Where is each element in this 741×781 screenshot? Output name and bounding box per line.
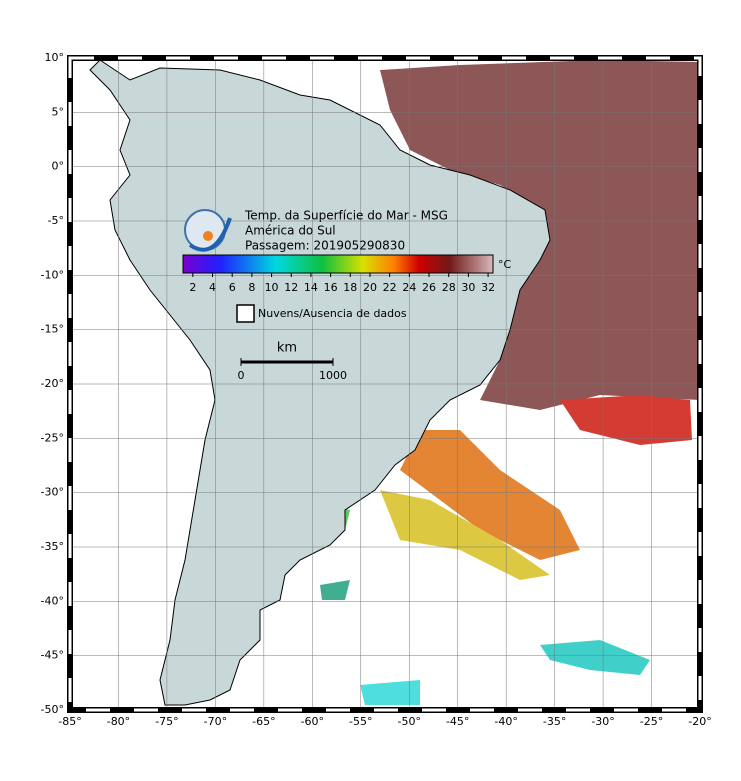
- y-tick-label: -10°: [41, 268, 64, 281]
- title-line: Passagem: 201905290830: [245, 239, 405, 253]
- colorbar: [182, 254, 494, 274]
- x-tick-label: -25°: [640, 715, 663, 728]
- y-tick-label: -25°: [41, 431, 64, 444]
- sst-patches: [320, 60, 700, 705]
- y-tick-label: -50°: [41, 703, 64, 716]
- colorbar-tick-label: 24: [402, 281, 416, 294]
- title-line: Temp. da Superfície do Mar - MSG: [244, 209, 448, 223]
- y-tick-label: -45°: [41, 649, 64, 662]
- y-tick-label: -15°: [41, 323, 64, 336]
- y-tick-label: -20°: [41, 377, 64, 390]
- y-tick-label: 10°: [45, 51, 65, 64]
- colorbar-tick-label: 2: [189, 281, 196, 294]
- x-tick-label: -20°: [688, 715, 711, 728]
- colorbar-tick-label: 32: [481, 281, 495, 294]
- x-tick-label: -65°: [252, 715, 275, 728]
- logo: [184, 209, 232, 252]
- colorbar-tick-label: 30: [461, 281, 475, 294]
- y-tick-label: -35°: [41, 540, 64, 553]
- x-tick-label: -40°: [494, 715, 517, 728]
- colorbar-tick-label: 16: [324, 281, 338, 294]
- legend-swatch: [236, 304, 255, 323]
- x-tick-label: -55°: [349, 715, 372, 728]
- x-tick-label: -80°: [107, 715, 130, 728]
- scale-tick-label: 1000: [319, 369, 347, 382]
- colorbar-tick-label: 20: [363, 281, 377, 294]
- x-tick-label: -45°: [446, 715, 469, 728]
- colorbar-tick-label: 10: [265, 281, 279, 294]
- colorbar-tick-label: 22: [383, 281, 397, 294]
- title-line: América do Sul: [245, 224, 336, 238]
- colorbar-tick-label: 4: [209, 281, 216, 294]
- y-tick-label: -5°: [48, 214, 64, 227]
- x-tick-label: -60°: [301, 715, 324, 728]
- x-tick-label: -75°: [155, 715, 178, 728]
- y-tick-label: -40°: [41, 594, 64, 607]
- y-tick-label: -30°: [41, 486, 64, 499]
- colorbar-tick-label: 6: [229, 281, 236, 294]
- colorbar-tick-label: 8: [248, 281, 255, 294]
- colorbar-tick-label: 26: [422, 281, 436, 294]
- colorbar-tick-label: 28: [442, 281, 456, 294]
- legend-label: Nuvens/Ausencia de dados: [258, 307, 407, 320]
- x-tick-label: -50°: [397, 715, 420, 728]
- y-tick-label: 5°: [52, 105, 65, 118]
- colorbar-tick-label: 12: [284, 281, 298, 294]
- x-tick-label: -35°: [543, 715, 566, 728]
- scale-unit: km: [277, 341, 297, 356]
- x-tick-label: -30°: [591, 715, 614, 728]
- colorbar-unit: °C: [498, 258, 512, 271]
- y-tick-label: 0°: [52, 160, 65, 173]
- scale-tick-label: 0: [238, 369, 245, 382]
- colorbar-tick-label: 14: [304, 281, 318, 294]
- colorbar-tick-label: 18: [343, 281, 357, 294]
- frame-dash: [68, 56, 702, 712]
- x-tick-label: -85°: [58, 715, 81, 728]
- x-tick-label: -70°: [204, 715, 227, 728]
